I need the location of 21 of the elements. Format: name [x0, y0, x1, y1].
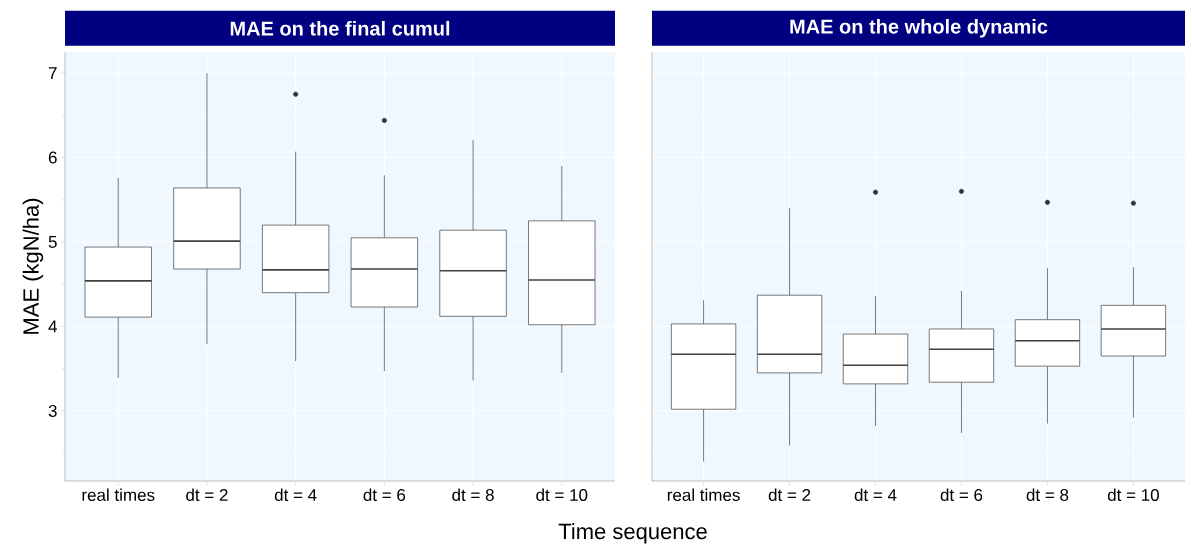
x-tick-label: dt = 10 — [536, 488, 588, 502]
x-tick-label: dt = 2 — [768, 488, 811, 502]
x-tick-label: dt = 4 — [274, 488, 317, 502]
x-tick-label: real times — [667, 488, 740, 502]
y-tick-label: 6 — [48, 151, 57, 164]
x-tick-label: dt = 8 — [1026, 488, 1069, 502]
x-tick-label: dt = 6 — [363, 488, 406, 502]
x-axis-title: Time sequence — [558, 523, 707, 544]
y-tick-label: 5 — [48, 236, 57, 248]
y-tick-label: 4 — [48, 320, 57, 333]
x-tick-label: dt = 10 — [1107, 488, 1159, 502]
x-tick-label: real times — [82, 488, 155, 502]
x-tick-label: dt = 6 — [940, 488, 983, 502]
x-tick-label: dt = 4 — [854, 488, 897, 502]
y-tick-label: 7 — [48, 67, 57, 79]
chart-title: MAE on the final cumul — [230, 21, 450, 36]
x-tick-label: dt = 8 — [452, 488, 494, 502]
y-tick-label: 3 — [48, 404, 57, 417]
y-axis-title: MAE (kgN/ha) — [22, 198, 44, 334]
chart-title: MAE on the whole dynamic — [790, 19, 1048, 38]
x-tick-label: dt = 2 — [186, 488, 228, 502]
